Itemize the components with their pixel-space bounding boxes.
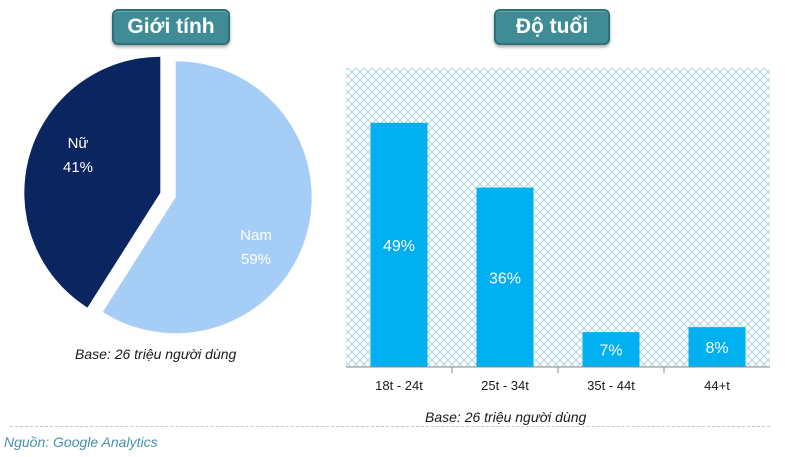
footer-divider (10, 426, 770, 427)
pie-slice-female (24, 56, 161, 308)
bar-base-caption: Base: 26 triệu người dùng (425, 409, 587, 425)
age-bar-chart: 49% 18t - 24t 36% 25t - 34t 7% 35t - 44t 8% 44+… (346, 68, 770, 393)
bar-data-label: 7% (599, 343, 622, 360)
pie-slice-percent: 41% (63, 159, 93, 176)
bar-data-label: 36% (489, 270, 521, 287)
gender-pie-chart: Nữ 41% Nam 59% (24, 56, 312, 334)
pie-slice-percent: 59% (241, 251, 271, 268)
pie-slice-name: Nữ (68, 135, 89, 152)
gender-title: Giới tính (112, 9, 230, 45)
age-title: Độ tuổi (494, 9, 610, 45)
pie-base-caption: Base: 26 triệu người dùng (75, 346, 237, 362)
bar-2 (476, 187, 534, 367)
x-tick-label: 35t - 44t (587, 378, 635, 393)
x-tick-label: 44+t (704, 378, 730, 393)
source-note: Nguồn: Google Analytics (4, 434, 158, 450)
bar-data-label: 49% (383, 238, 415, 255)
x-tick-label: 18t - 24t (375, 378, 423, 393)
bar-3 (582, 332, 640, 367)
bar-data-label: 8% (705, 340, 728, 357)
pie-slice-male (102, 61, 312, 334)
x-tick-label: 25t - 34t (481, 378, 529, 393)
bar-4 (688, 327, 746, 367)
bar-1 (370, 122, 428, 367)
pie-slice-name: Nam (240, 227, 272, 244)
